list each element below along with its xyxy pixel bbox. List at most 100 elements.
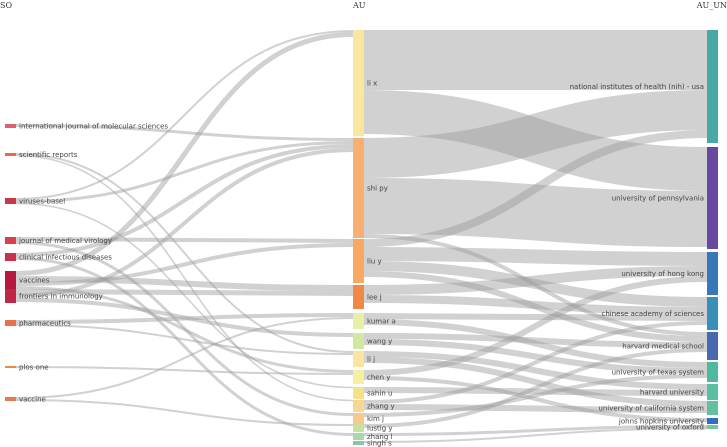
so-node-vaccines[interactable] [5,271,16,289]
un-node-university-of-texas-system[interactable] [707,362,718,382]
au-label: li x [367,80,377,88]
flow-link [363,261,708,307]
flow-link [15,366,354,375]
so-node-viruses-basel[interactable] [5,198,16,204]
flow-link [363,295,708,315]
un-node-university-of-california-system[interactable] [707,401,718,415]
au-label: liu y [367,258,382,266]
au-node-lustig-y[interactable] [353,424,364,432]
au-label: li j [367,356,375,364]
un-node-chinese-academy-of-sciences[interactable] [707,297,718,330]
so-node-plos-one[interactable] [5,366,16,368]
un-node-university-of-hong-kong[interactable] [707,252,718,295]
flow-link [15,144,354,257]
un-label: university of oxford [636,424,704,432]
so-label: plos one [19,364,49,372]
flow-link [363,425,708,436]
un-node-university-of-oxford[interactable] [707,425,718,429]
so-node-journal-of-medical-virology[interactable] [5,237,16,244]
au-node-kumar-a[interactable] [353,313,364,329]
nodes-layer [5,30,718,445]
so-node-vaccine[interactable] [5,397,16,401]
header-au: AU [352,1,366,10]
flow-link [15,32,354,276]
au-label: lustig y [367,425,393,433]
so-node-clinical-infectious-diseases[interactable] [5,253,16,261]
flow-link [15,298,354,337]
un-label: university of california system [598,405,704,413]
so-label: vaccines [19,277,50,285]
un-node-johns-hopkins-university[interactable] [707,418,718,424]
au-label: singh s [367,440,392,447]
au-node-lee-j[interactable] [353,285,364,309]
flow-link [15,30,354,200]
flow-link [363,404,708,413]
un-label: university of hong kong [621,270,704,278]
un-node-university-of-pennsylvania[interactable] [707,147,718,249]
un-label: johns hopkins university [618,418,704,426]
flow-link [363,348,708,428]
au-node-liu-y[interactable] [353,239,364,283]
flows-layer [15,29,708,443]
flow-link [15,154,354,402]
un-node-harvard-university[interactable] [707,384,718,400]
so-label: viruses-basel [19,198,65,206]
flow-link [15,243,354,286]
flow-link [15,202,354,389]
so-label: frontiers in immunology [19,293,103,301]
au-node-shi-py[interactable] [353,138,364,238]
au-node-sahin-u[interactable] [353,387,364,399]
un-node-national-institutes-of-health-nih-usa[interactable] [707,30,718,143]
flow-link [363,266,708,295]
au-label: chen y [367,374,390,382]
so-label: clinical infectious diseases [19,254,112,262]
un-label: national institutes of health (nih) - us… [570,83,704,91]
flow-link [363,427,708,443]
flow-link [15,241,354,416]
au-node-kim-j[interactable] [353,413,364,424]
un-label: university of pennsylvania [612,195,704,203]
so-node-frontiers-in-immunology[interactable] [5,289,16,303]
so-node-international-journal-of-molecular-sciences[interactable] [5,124,16,128]
flow-link [15,148,354,298]
labels-layer: international journal of molecular scien… [18,80,704,447]
flow-link [363,319,708,368]
flow-link [363,234,708,336]
flow-link [363,357,708,407]
au-label: shi py [367,185,388,193]
au-label: zhang y [367,403,395,411]
flow-link [363,90,708,178]
flow-link [15,313,354,324]
header-so: SO [0,1,12,10]
un-node-harvard-medical-school[interactable] [707,332,718,360]
un-label: university of texas system [612,369,705,377]
au-node-chen-y[interactable] [353,370,364,384]
au-node-zhang-l[interactable] [353,433,364,440]
so-label: scientific reports [19,151,78,159]
au-node-singh-s[interactable] [353,441,364,445]
flow-link [15,257,354,436]
so-node-scientific-reports[interactable] [5,153,16,156]
au-node-zhang-y[interactable] [353,400,364,412]
flow-link [363,276,708,376]
flow-link [363,247,708,266]
flow-link [363,333,708,348]
un-label: harvard university [640,389,704,397]
flow-link [15,286,354,373]
au-node-li-j[interactable] [353,351,364,367]
au-node-wang-y[interactable] [353,333,364,349]
au-node-li-x[interactable] [353,30,364,136]
so-label: journal of medical virology [18,237,112,245]
flow-link [363,339,708,374]
flow-link [363,351,708,390]
flow-link [15,399,354,426]
so-node-pharmaceutics[interactable] [5,320,16,326]
au-label: kim j [367,415,384,423]
flow-link [363,313,708,321]
so-label: pharmaceutics [19,320,71,328]
flow-link [363,321,708,404]
so-label: international journal of molecular scien… [19,123,168,131]
flow-link [15,276,354,291]
